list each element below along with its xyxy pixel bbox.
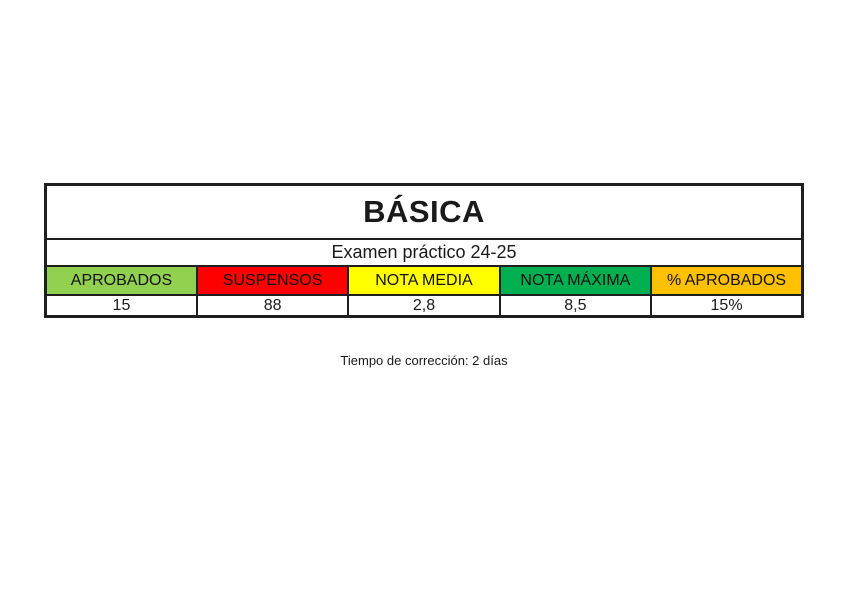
- value-nota-media: 2,8: [347, 294, 501, 318]
- header-nota-media: NOTA MEDIA: [347, 265, 501, 296]
- header-pct-aprobados: % APROBADOS: [650, 265, 804, 296]
- exam-results-table: BÁSICA Examen práctico 24-25 APROBADOS S…: [44, 183, 804, 318]
- header-nota-maxima: NOTA MÁXIMA: [498, 265, 653, 296]
- value-suspensos: 88: [195, 294, 350, 318]
- value-pct-aprobados: 15%: [650, 294, 804, 318]
- subtitle-row: Examen práctico 24-25: [44, 238, 804, 267]
- header-aprobados: APROBADOS: [44, 265, 198, 296]
- value-row: 15 88 2,8 8,5 15%: [44, 294, 804, 318]
- correction-time-caption: Tiempo de corrección: 2 días: [340, 353, 508, 368]
- table-title: BÁSICA: [44, 183, 804, 240]
- value-nota-maxima: 8,5: [498, 294, 653, 318]
- title-row: BÁSICA: [44, 183, 804, 240]
- value-aprobados: 15: [44, 294, 198, 318]
- header-row: APROBADOS SUSPENSOS NOTA MEDIA NOTA MÁXI…: [44, 265, 804, 296]
- header-suspensos: SUSPENSOS: [195, 265, 350, 296]
- table-subtitle: Examen práctico 24-25: [44, 238, 804, 267]
